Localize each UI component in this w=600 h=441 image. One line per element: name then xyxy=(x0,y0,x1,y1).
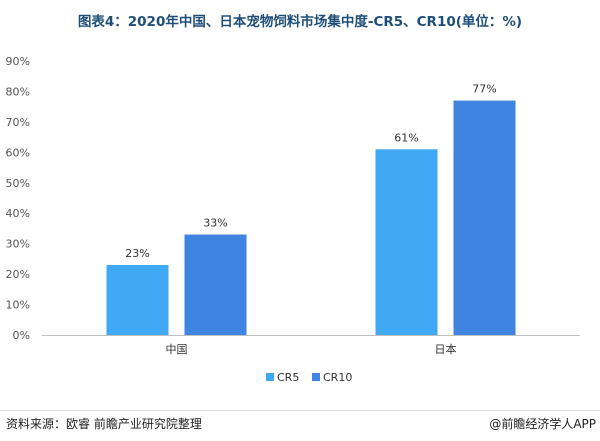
footer: 资料来源：欧睿 前瞻产业研究院整理 @前瞻经济学人APP xyxy=(0,410,600,435)
y-tick-label: 20% xyxy=(6,268,30,281)
legend-label-cr5: CR5 xyxy=(277,371,299,384)
data-label: 61% xyxy=(394,131,418,144)
data-label: 77% xyxy=(472,83,496,96)
y-tick-label: 0% xyxy=(13,329,30,342)
y-tick-label: 60% xyxy=(6,146,30,159)
bar-cr10-1 xyxy=(453,100,516,335)
y-tick-label: 40% xyxy=(6,207,30,220)
y-tick-label: 80% xyxy=(6,85,30,98)
y-tick-label: 90% xyxy=(6,55,30,68)
bar-cr5-1 xyxy=(375,149,438,335)
bar-cr5-0 xyxy=(106,264,169,335)
source-note: 资料来源：欧睿 前瞻产业研究院整理 xyxy=(6,417,202,431)
x-category-label: 日本 xyxy=(435,342,457,356)
legend-swatch-cr10 xyxy=(312,373,320,381)
bar-chart: 0% 10% 20% 30% 40% 50% 60% 70% 80% 90% 23% 33% 中国 61%… xyxy=(6,55,580,384)
y-tick-label: 70% xyxy=(6,116,30,129)
y-tick-label: 50% xyxy=(6,177,30,190)
data-label: 33% xyxy=(203,217,227,230)
legend-swatch-cr5 xyxy=(266,373,274,381)
chart-title: 图表4：2020年中国、日本宠物饲料市场集中度-CR5、CR10(单位：%) xyxy=(77,14,523,30)
y-tick-label: 10% xyxy=(6,299,30,312)
y-tick-label: 30% xyxy=(6,238,30,251)
brand-credit: @前瞻经济学人APP xyxy=(489,417,596,431)
bar-cr10-0 xyxy=(184,234,247,335)
legend-label-cr10: CR10 xyxy=(323,371,352,384)
x-category-label: 中国 xyxy=(166,343,188,356)
data-label: 23% xyxy=(125,247,149,260)
